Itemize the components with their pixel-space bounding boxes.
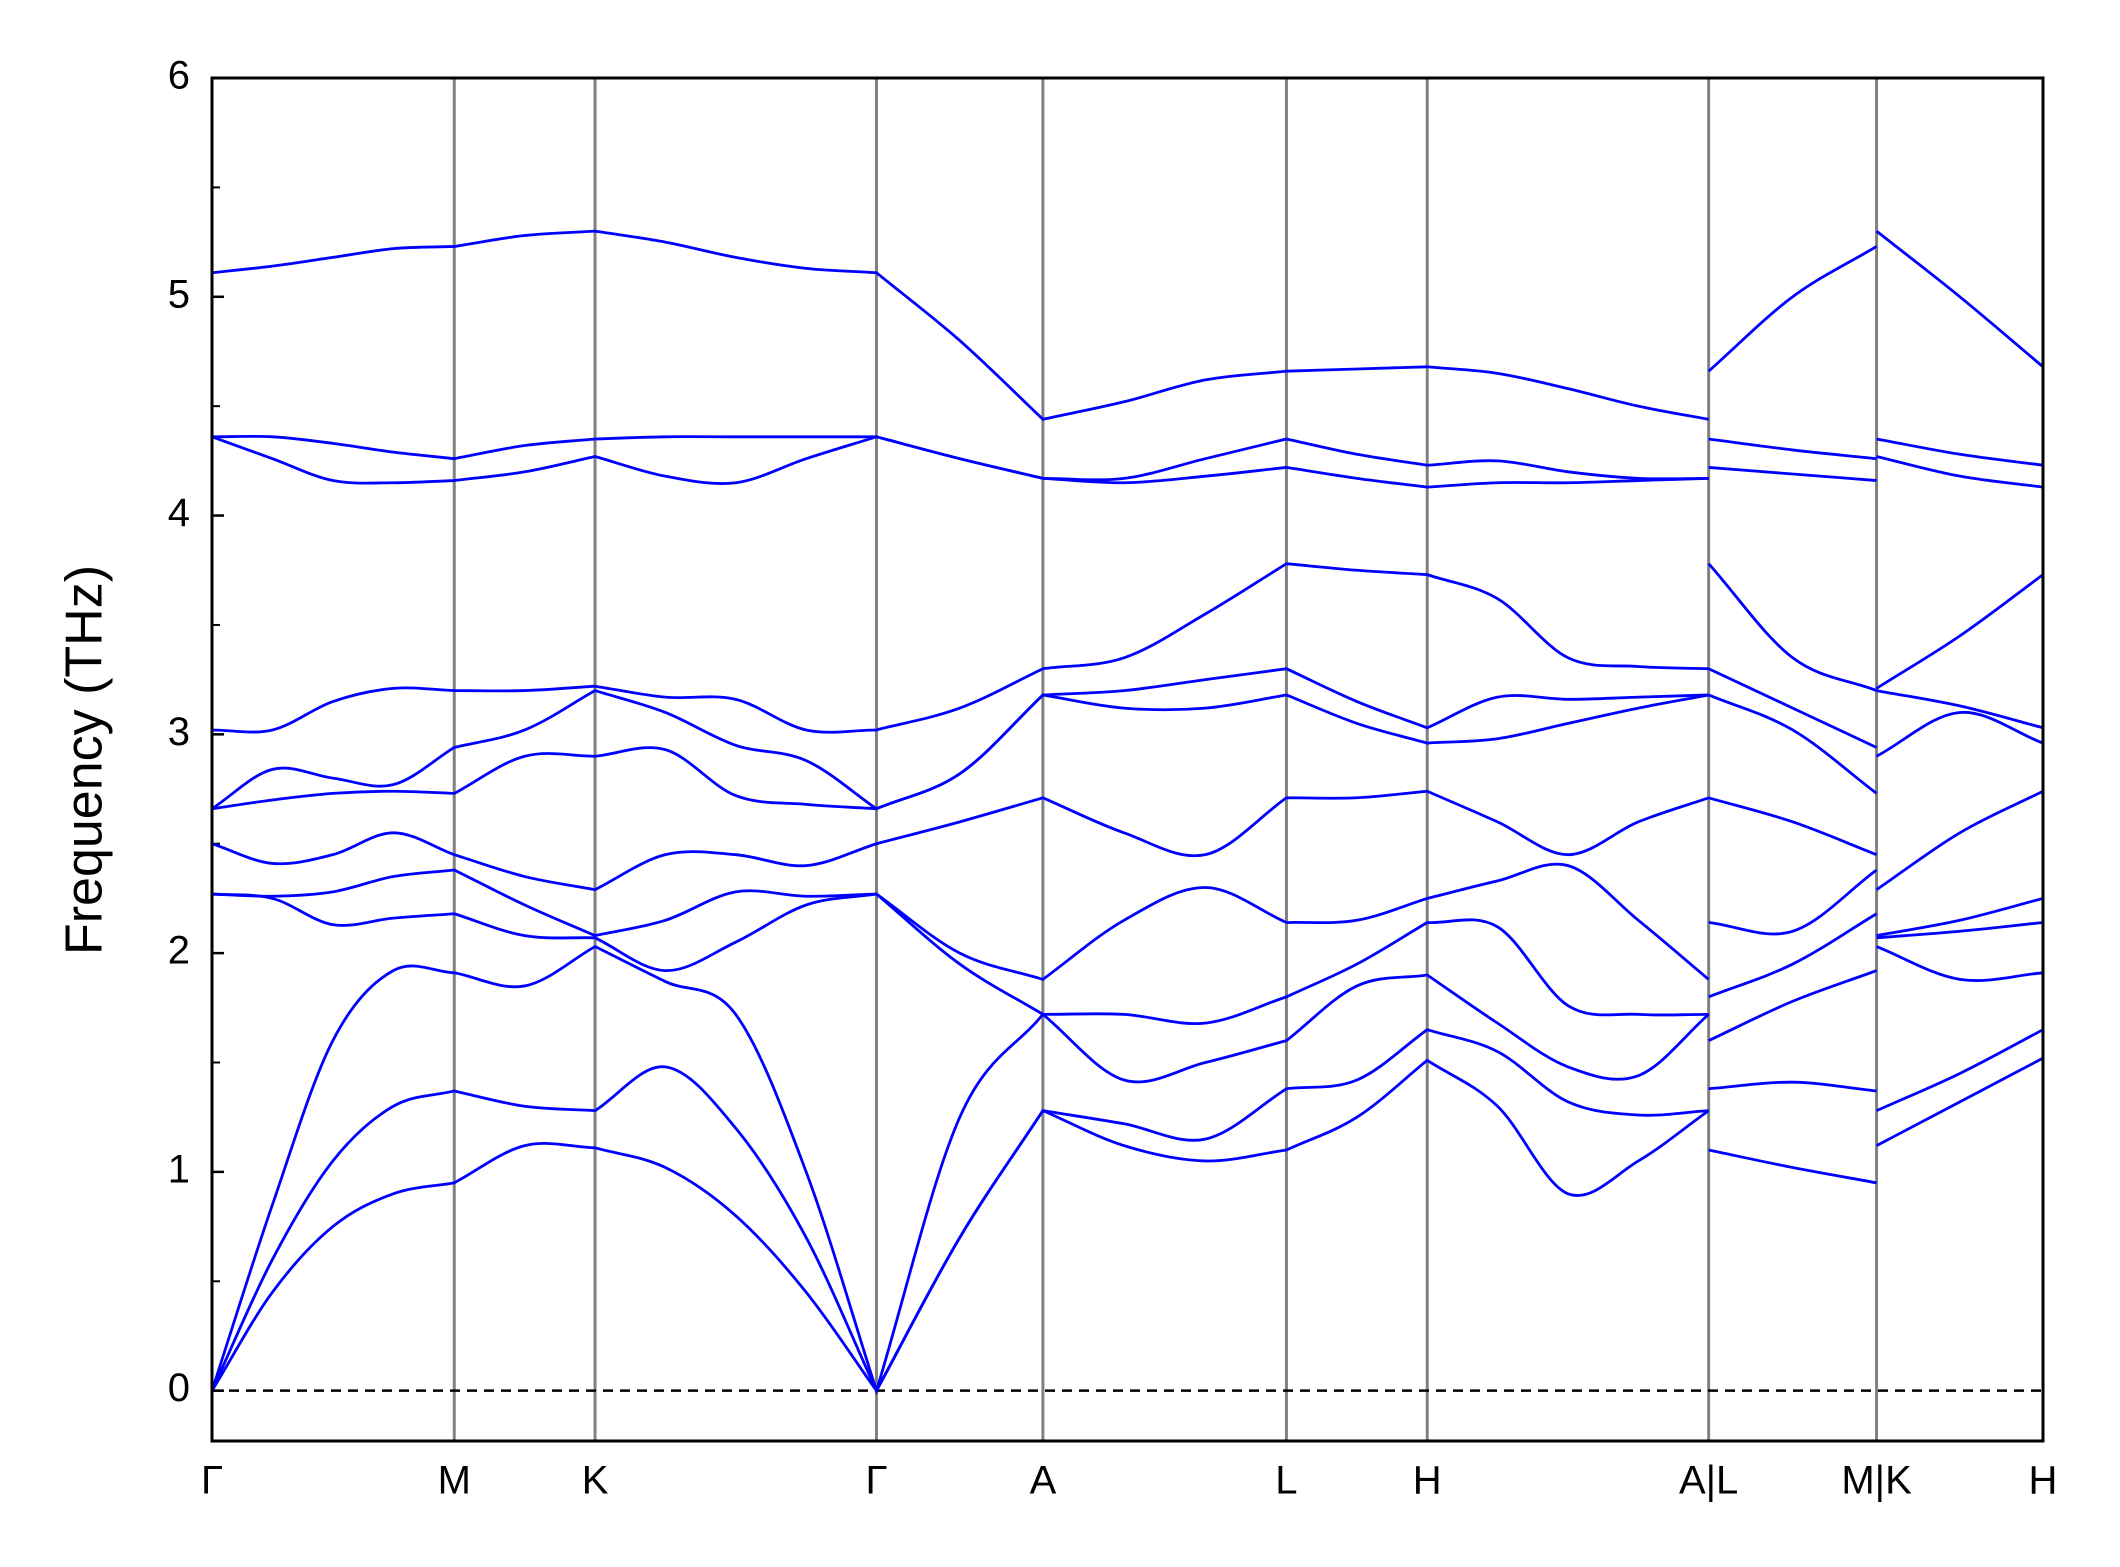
x-tick-label: H (1413, 1459, 1442, 1503)
x-tick-label: L (1275, 1459, 1297, 1503)
band-line (211, 862, 2044, 981)
x-tick-label: H (2029, 1459, 2058, 1503)
band-line (211, 892, 2044, 1026)
y-tick-label: 2 (168, 929, 190, 973)
y-axis-label: Frequency (THz) (56, 565, 114, 955)
band-line (210, 1028, 2044, 1394)
x-tick-label: M|K (1841, 1459, 1912, 1503)
band-line (211, 667, 2044, 811)
band-line (211, 435, 2044, 489)
plot-frame (210, 76, 2045, 1443)
x-tick-label: Γ (865, 1459, 887, 1503)
band-line (211, 434, 2044, 482)
x-tick-label: M (438, 1459, 471, 1503)
y-tick-label: 0 (168, 1366, 190, 1410)
band-line (210, 944, 2044, 1396)
y-tick-label: 4 (168, 491, 190, 535)
y-tick-label: 1 (168, 1147, 190, 1191)
x-tick-label: A|L (1679, 1459, 1738, 1503)
x-tick-label: K (582, 1459, 609, 1503)
band-line (210, 1056, 2044, 1394)
x-tick-label: Γ (201, 1459, 223, 1503)
x-tick-label: A (1030, 1459, 1057, 1503)
y-tick-label: 5 (168, 272, 190, 316)
band-line (211, 562, 2044, 734)
band-line (211, 789, 2044, 892)
band-line (211, 229, 2044, 421)
y-tick-label: 6 (168, 54, 190, 98)
band-line (211, 693, 2044, 811)
y-tick-label: 3 (168, 710, 190, 754)
